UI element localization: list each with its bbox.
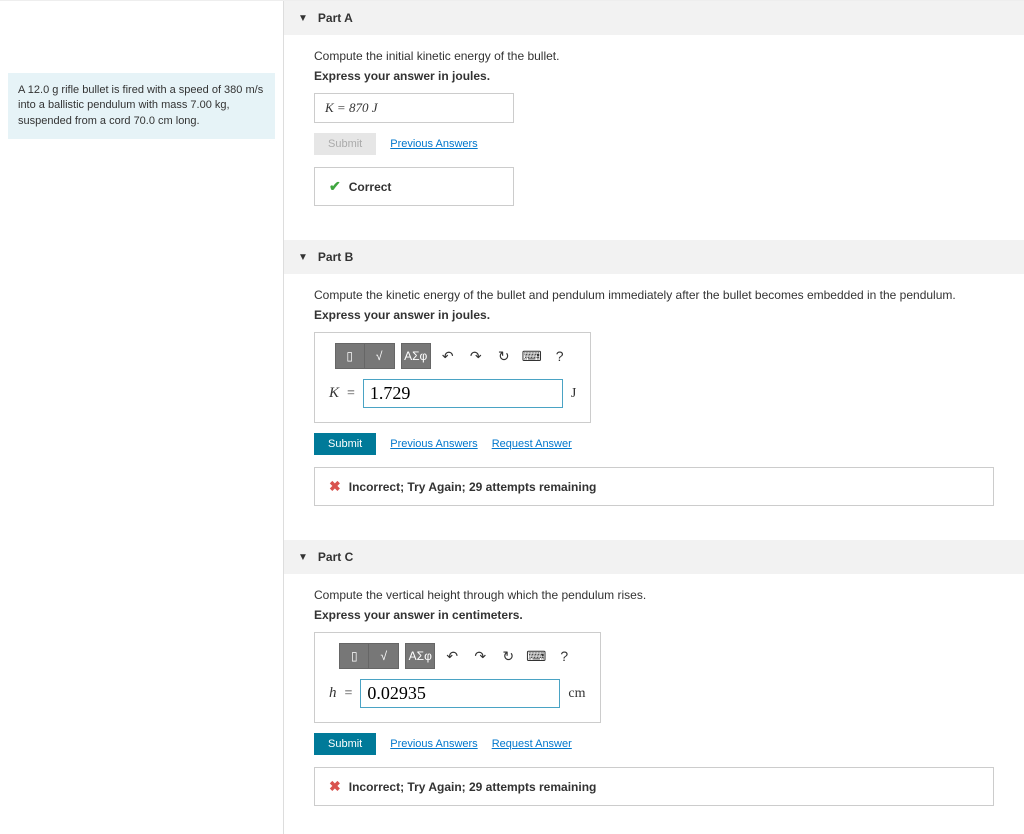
part-b-question: Compute the kinetic energy of the bullet… — [314, 288, 994, 302]
keyboard-icon[interactable]: ⌨ — [521, 345, 543, 367]
part-c-instruction: Express your answer in centimeters. — [314, 608, 994, 622]
part-a-feedback: ✔ Correct — [314, 167, 514, 206]
part-b-feedback-text: Incorrect; Try Again; 29 attempts remain… — [349, 480, 597, 494]
redo-icon[interactable]: ↷ — [469, 645, 491, 667]
part-c-variable: h — [329, 685, 337, 702]
greek-tool-button[interactable]: ΑΣφ — [401, 343, 431, 369]
part-b-submit-button[interactable]: Submit — [314, 433, 376, 455]
reset-icon[interactable]: ↻ — [497, 645, 519, 667]
part-c-question: Compute the vertical height through whic… — [314, 588, 994, 602]
redo-icon[interactable]: ↷ — [465, 345, 487, 367]
part-a-instruction: Express your answer in joules. — [314, 69, 994, 83]
caret-down-icon: ▼ — [298, 552, 308, 563]
part-a-question: Compute the initial kinetic energy of th… — [314, 49, 994, 63]
x-icon: ✖ — [329, 778, 341, 795]
keyboard-icon[interactable]: ⌨ — [525, 645, 547, 667]
caret-down-icon: ▼ — [298, 252, 308, 263]
equals-sign: = — [347, 386, 355, 402]
greek-tool-button[interactable]: ΑΣφ — [405, 643, 435, 669]
sqrt-tool-icon[interactable]: √ — [365, 343, 395, 369]
fraction-tool-icon[interactable]: ▯ — [335, 343, 365, 369]
part-a-title: Part A — [318, 11, 353, 25]
help-icon[interactable]: ? — [553, 645, 575, 667]
check-icon: ✔ — [329, 178, 341, 195]
part-b-equation-editor: ▯ √ ΑΣφ ↶ ↷ ↻ ⌨ ? K = — [314, 332, 591, 423]
part-c-unit: cm — [568, 686, 585, 702]
answers-panel: ▼ Part A Compute the initial kinetic ene… — [284, 1, 1024, 834]
part-c-equation-editor: ▯ √ ΑΣφ ↶ ↷ ↻ ⌨ ? h = — [314, 632, 601, 723]
part-a-header[interactable]: ▼ Part A — [284, 1, 1024, 35]
caret-down-icon: ▼ — [298, 13, 308, 24]
part-c-feedback: ✖ Incorrect; Try Again; 29 attempts rema… — [314, 767, 994, 806]
sqrt-tool-icon[interactable]: √ — [369, 643, 399, 669]
problem-statement: A 12.0 g rifle bullet is fired with a sp… — [8, 73, 275, 139]
reset-icon[interactable]: ↻ — [493, 345, 515, 367]
part-b-unit: J — [571, 386, 576, 402]
part-c-request-answer-link[interactable]: Request Answer — [492, 738, 572, 750]
undo-icon[interactable]: ↶ — [441, 645, 463, 667]
fraction-tool-icon[interactable]: ▯ — [339, 643, 369, 669]
part-a: ▼ Part A Compute the initial kinetic ene… — [284, 1, 1024, 220]
part-b-variable: K — [329, 385, 339, 402]
part-c-header[interactable]: ▼ Part C — [284, 540, 1024, 574]
part-b-title: Part B — [318, 250, 353, 264]
problem-panel: A 12.0 g rifle bullet is fired with a sp… — [0, 1, 284, 834]
undo-icon[interactable]: ↶ — [437, 345, 459, 367]
part-b-feedback: ✖ Incorrect; Try Again; 29 attempts rema… — [314, 467, 994, 506]
part-c-feedback-text: Incorrect; Try Again; 29 attempts remain… — [349, 780, 597, 794]
part-b: ▼ Part B Compute the kinetic energy of t… — [284, 240, 1024, 520]
editor-toolbar: ▯ √ ΑΣφ ↶ ↷ ↻ ⌨ ? — [329, 343, 576, 369]
part-c-previous-answers-link[interactable]: Previous Answers — [390, 738, 477, 750]
equals-sign: = — [345, 686, 353, 702]
part-b-request-answer-link[interactable]: Request Answer — [492, 438, 572, 450]
part-a-submit-button: Submit — [314, 133, 376, 155]
part-b-answer-input[interactable] — [363, 379, 563, 408]
part-c-answer-input[interactable] — [360, 679, 560, 708]
editor-toolbar: ▯ √ ΑΣφ ↶ ↷ ↻ ⌨ ? — [329, 643, 586, 669]
part-c-title: Part C — [318, 550, 353, 564]
part-c-submit-button[interactable]: Submit — [314, 733, 376, 755]
help-icon[interactable]: ? — [549, 345, 571, 367]
x-icon: ✖ — [329, 478, 341, 495]
part-b-instruction: Express your answer in joules. — [314, 308, 994, 322]
part-b-header[interactable]: ▼ Part B — [284, 240, 1024, 274]
part-a-answer-display: K = 870 J — [314, 93, 514, 123]
part-a-feedback-text: Correct — [349, 180, 392, 194]
part-c: ▼ Part C Compute the vertical height thr… — [284, 540, 1024, 814]
part-b-previous-answers-link[interactable]: Previous Answers — [390, 438, 477, 450]
part-a-previous-answers-link[interactable]: Previous Answers — [390, 138, 477, 150]
